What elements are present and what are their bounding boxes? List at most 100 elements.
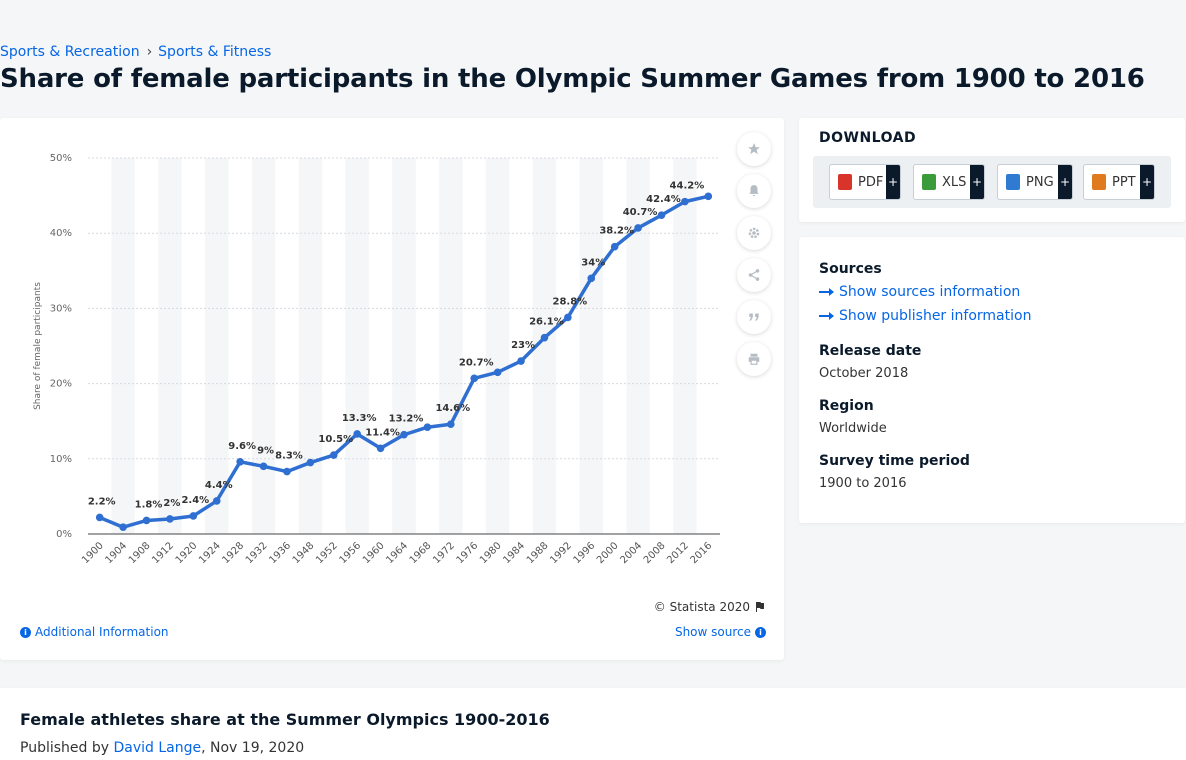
published-by-label: Published by	[20, 740, 114, 756]
x-tick-label: 2004	[618, 540, 644, 566]
data-point	[517, 357, 525, 365]
data-label: 2.2%	[88, 496, 116, 507]
column-band	[345, 158, 369, 534]
png-file-icon	[1006, 174, 1020, 190]
show-sources-link[interactable]: Show sources information	[819, 284, 1020, 300]
x-tick-label: 1988	[525, 540, 551, 566]
share-icon[interactable]	[737, 258, 771, 292]
data-point	[540, 333, 549, 342]
download-ppt-label: PPT	[1112, 174, 1136, 190]
plus-icon: +	[886, 165, 900, 199]
data-label: 20.7%	[459, 357, 494, 368]
y-tick-label: 30%	[50, 303, 72, 314]
y-tick-label: 50%	[50, 153, 72, 164]
x-tick-label: 1972	[431, 540, 457, 566]
data-label: 13.3%	[342, 413, 377, 424]
release-date-value: October 2018	[819, 366, 909, 381]
top-bar	[0, 0, 1186, 40]
x-tick-label: 1924	[197, 540, 223, 566]
data-point	[681, 197, 689, 206]
flag-icon[interactable]	[754, 601, 766, 613]
additional-information-link[interactable]: i Additional Information	[20, 625, 169, 639]
data-label: 9%	[257, 445, 274, 456]
show-publisher-link[interactable]: Show publisher information	[819, 308, 1031, 324]
data-label: 4.4%	[205, 480, 233, 491]
y-tick-label: 10%	[50, 454, 72, 465]
data-label: 40.7%	[623, 207, 658, 218]
info-icon: i	[755, 626, 766, 638]
download-png-button[interactable]: PNG +	[997, 164, 1073, 200]
data-point	[142, 516, 151, 525]
column-band	[579, 158, 603, 534]
release-date-heading: Release date	[819, 343, 922, 359]
y-tick-label: 0%	[56, 529, 72, 540]
data-label: 44.2%	[670, 181, 705, 192]
column-band	[158, 158, 182, 534]
download-buttons: PDF + XLS + PNG + PPT +	[813, 156, 1171, 208]
column-band	[532, 158, 557, 534]
quote-icon[interactable]	[737, 300, 771, 334]
plus-icon: +	[1140, 165, 1154, 199]
data-point	[610, 242, 619, 251]
data-point	[95, 513, 104, 522]
data-label: 26.1%	[529, 317, 564, 328]
x-tick-label: 1900	[80, 540, 106, 566]
info-icon: i	[20, 626, 31, 638]
data-point	[212, 497, 221, 505]
data-point	[400, 430, 408, 439]
data-label: 23%	[511, 340, 535, 351]
download-png-label: PNG	[1026, 174, 1054, 190]
data-point	[587, 274, 596, 283]
download-pdf-label: PDF	[858, 174, 884, 190]
column-band	[485, 158, 510, 534]
download-ppt-button[interactable]: PPT +	[1083, 164, 1155, 200]
additional-information-label: Additional Information	[35, 625, 169, 639]
data-label: 2%	[163, 498, 180, 509]
data-point	[376, 444, 385, 453]
x-tick-label: 1980	[478, 540, 504, 566]
x-tick-label: 1996	[572, 540, 598, 566]
breadcrumb-sports-fitness[interactable]: Sports & Fitness	[158, 44, 272, 60]
y-tick-label: 40%	[50, 228, 72, 239]
arrow-right-icon	[819, 312, 834, 320]
sources-heading: Sources	[819, 261, 882, 277]
ppt-file-icon	[1092, 174, 1106, 190]
x-tick-label: 1952	[314, 540, 340, 566]
data-label: 11.4%	[365, 427, 400, 438]
data-label: 42.4%	[646, 194, 681, 205]
x-tick-label: 1948	[291, 540, 317, 566]
x-tick-label: 1956	[338, 540, 364, 566]
survey-period-value: 1900 to 2016	[819, 476, 907, 491]
data-label: 8.3%	[275, 451, 303, 462]
column-band	[111, 158, 135, 534]
print-icon[interactable]	[737, 342, 771, 376]
download-xls-button[interactable]: XLS +	[913, 164, 985, 200]
column-band	[626, 158, 650, 534]
column-band	[673, 158, 697, 534]
x-tick-label: 1976	[455, 540, 481, 566]
download-pdf-button[interactable]: PDF +	[829, 164, 901, 200]
author-link[interactable]: David Lange	[113, 740, 202, 756]
data-point	[634, 224, 642, 232]
x-tick-label: 1928	[220, 540, 246, 566]
bell-icon[interactable]	[737, 174, 771, 208]
gear-icon[interactable]	[737, 216, 771, 250]
data-label: 9.6%	[228, 441, 256, 452]
statistic-details-card: Sources Show sources information Show pu…	[799, 237, 1185, 523]
copyright-text: © Statista 2020	[653, 600, 750, 614]
column-band	[392, 158, 416, 534]
y-axis-label: Share of female participants	[33, 282, 43, 410]
data-point	[283, 467, 291, 476]
data-point	[306, 458, 315, 467]
x-tick-label: 1932	[244, 540, 270, 566]
page-title: Share of female participants in the Olym…	[0, 64, 1145, 94]
breadcrumb-sports-recreation[interactable]: Sports & Recreation	[0, 44, 140, 60]
favorite-star-icon[interactable]	[737, 132, 771, 166]
plus-icon: +	[970, 165, 984, 199]
data-point	[423, 423, 432, 432]
chart-toolbar	[737, 132, 771, 384]
column-band	[439, 158, 463, 534]
plus-icon: +	[1058, 165, 1072, 199]
show-source-link[interactable]: Show source i	[675, 625, 766, 639]
article-card: Female athletes share at the Summer Olym…	[0, 688, 1186, 760]
